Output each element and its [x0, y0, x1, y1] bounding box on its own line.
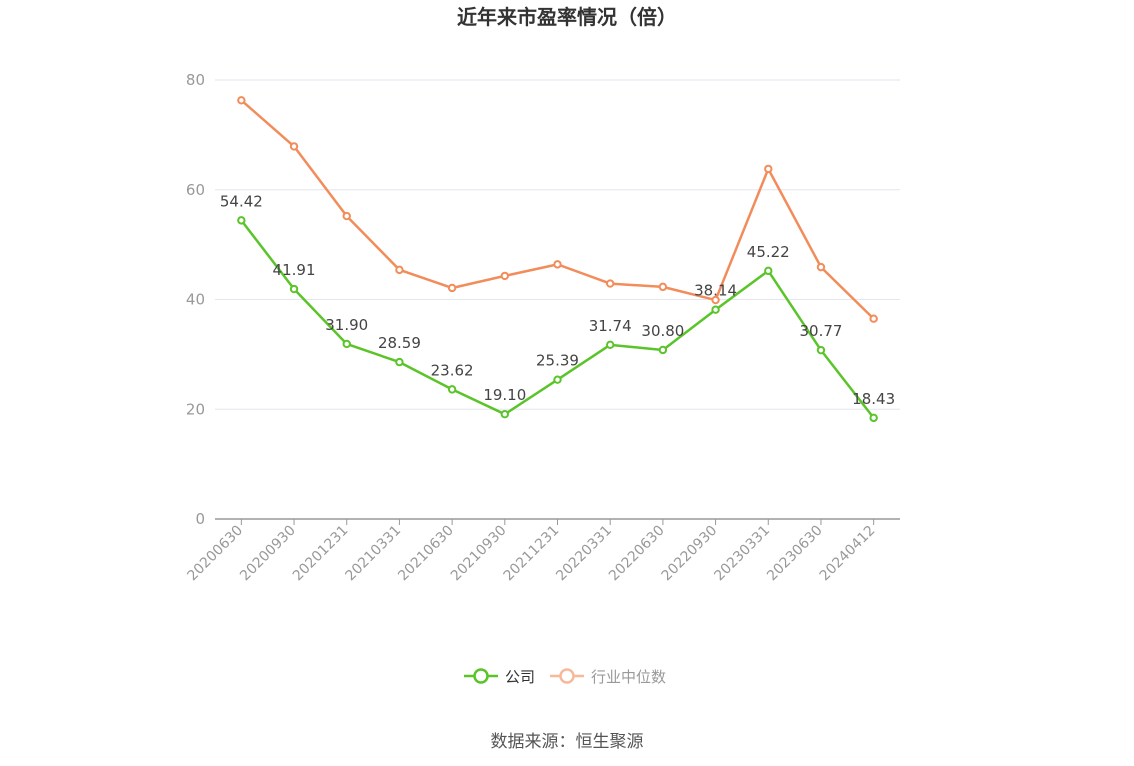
legend[interactable]: 公司 行业中位数 — [464, 668, 666, 686]
data-point[interactable] — [342, 339, 351, 349]
x-tick-label: 20211231 — [501, 523, 563, 585]
data-source: 数据来源：恒生聚源 — [491, 732, 644, 752]
legend-label: 公司 — [505, 668, 535, 686]
x-tick-label: 20200930 — [237, 523, 299, 585]
legend-item-1[interactable]: 行业中位数 — [550, 668, 666, 686]
data-label: 30.77 — [799, 322, 842, 340]
x-tick-label: 20240412 — [817, 523, 879, 585]
data-label: 41.91 — [273, 261, 316, 279]
y-axis: 0 20 40 60 80 — [186, 71, 205, 528]
data-label: 38.14 — [694, 282, 737, 300]
data-point[interactable] — [869, 314, 878, 323]
x-tick-label: 20200630 — [184, 523, 246, 585]
data-label: 19.10 — [483, 386, 526, 404]
data-label: 30.80 — [641, 322, 684, 340]
chart-title: 近年来市盈率情况（倍） — [457, 5, 677, 29]
data-point[interactable] — [658, 345, 668, 355]
x-tick-label: 20210331 — [343, 523, 405, 585]
data-point[interactable] — [764, 164, 773, 174]
data-point[interactable] — [395, 265, 404, 275]
data-label: 25.39 — [536, 352, 579, 370]
x-tick-label: 20220331 — [553, 523, 615, 585]
data-point[interactable] — [711, 305, 720, 314]
data-point[interactable] — [816, 262, 826, 272]
y-tick-label: 80 — [186, 71, 205, 89]
data-point[interactable] — [289, 284, 299, 294]
data-point[interactable] — [658, 282, 668, 292]
x-tick-label: 20230630 — [764, 523, 826, 585]
data-label: 18.43 — [852, 390, 895, 408]
y-tick-label: 60 — [186, 181, 205, 199]
x-tick-label: 20201231 — [290, 523, 352, 585]
data-point[interactable] — [764, 266, 773, 276]
data-point[interactable] — [553, 260, 562, 269]
y-tick-label: 40 — [186, 291, 205, 309]
data-point[interactable] — [237, 216, 246, 225]
data-point[interactable] — [447, 385, 457, 394]
data-point[interactable] — [237, 96, 246, 105]
data-point[interactable] — [605, 279, 615, 288]
data-point[interactable] — [500, 271, 510, 281]
data-label: 45.22 — [747, 243, 790, 261]
data-point[interactable] — [869, 413, 878, 423]
data-point[interactable] — [289, 142, 299, 151]
data-point[interactable] — [711, 295, 720, 305]
data-label: 54.42 — [220, 192, 263, 210]
x-tick-label: 20210630 — [395, 523, 457, 585]
data-point[interactable] — [447, 283, 457, 293]
x-tick-label: 20230331 — [711, 523, 773, 585]
legend-circle-icon — [473, 668, 489, 684]
legend-circle-icon — [559, 668, 575, 684]
data-point[interactable] — [500, 409, 510, 419]
data-point[interactable] — [342, 211, 351, 221]
data-label: 28.59 — [378, 334, 421, 352]
data-label: 23.62 — [431, 361, 474, 379]
legend-item-0[interactable]: 公司 — [464, 668, 535, 686]
x-axis: 2020063020200930202012312021033120210630… — [184, 518, 900, 585]
data-label: 31.74 — [589, 317, 632, 335]
data-point[interactable] — [816, 345, 826, 355]
data-point[interactable] — [395, 357, 404, 367]
x-tick-label: 20220630 — [606, 523, 668, 585]
data-label: 31.90 — [325, 316, 368, 334]
x-tick-label: 20220930 — [659, 523, 721, 585]
data-labels: 54.42 41.91 31.90 28.59 23.62 19.10 25.39 31.74… — [220, 192, 895, 407]
data-point[interactable] — [605, 340, 615, 350]
data-point[interactable] — [553, 375, 562, 384]
series-lines — [237, 96, 878, 423]
y-tick-label: 20 — [186, 400, 205, 418]
y-tick-label: 0 — [195, 510, 205, 528]
x-tick-label: 20210930 — [448, 523, 510, 585]
legend-label: 行业中位数 — [591, 668, 666, 686]
